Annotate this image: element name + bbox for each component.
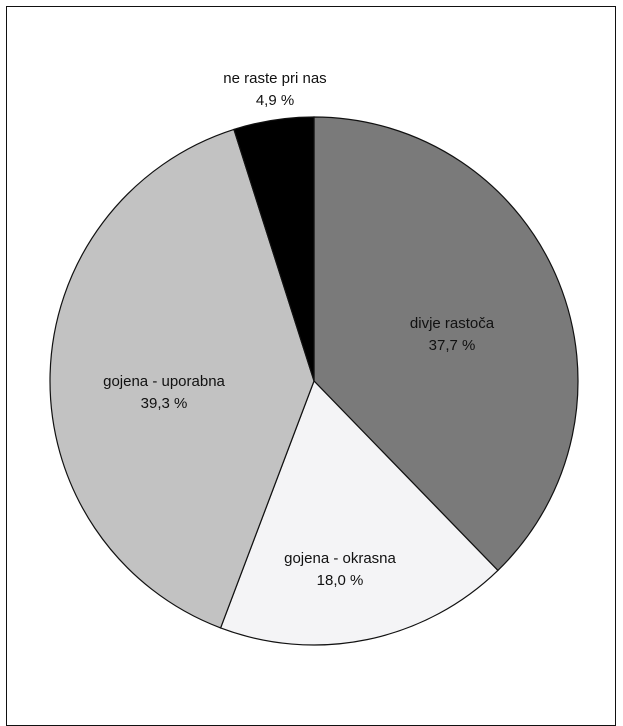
slice-label-1: divje rastoča (410, 315, 495, 332)
slice-value-label-2: 18,0 % (317, 572, 364, 589)
slice-value-label-1: 37,7 % (429, 337, 476, 354)
slice-label-3: gojena - uporabna (103, 373, 225, 390)
pie-slice-3 (49, 128, 315, 629)
slice-label-4: ne raste pri nas (223, 70, 326, 87)
pie-labels: divje rastoča 37,7 % gojena - okrasna 18,0 … (103, 70, 495, 589)
pie-slice-1 (313, 116, 579, 572)
pie-slice-4 (233, 116, 315, 382)
slice-value-label-3: 39,3 % (141, 395, 188, 412)
slice-value-label-4: 4,9 % (256, 92, 294, 109)
slice-label-2: gojena - okrasna (284, 550, 396, 567)
pie-slice-2 (219, 379, 499, 646)
pie-slices (49, 116, 579, 646)
